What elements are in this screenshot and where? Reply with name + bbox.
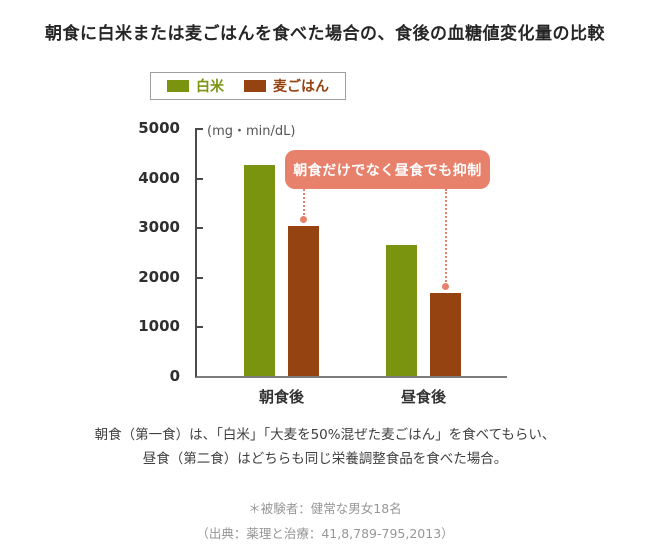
annotation-connector-line: [302, 189, 305, 219]
legend-label-barley-rice: 麦ごはん: [273, 79, 329, 95]
y-tick-label: 5000: [138, 119, 180, 137]
legend: 白米 麦ごはん: [150, 72, 346, 100]
white-rice-swatch-icon: [167, 80, 189, 92]
citation: ＊被験者：健常な男女18名 （出典：薬理と治療：41,8,789-795,201…: [0, 496, 650, 546]
y-tick-mark: [197, 326, 203, 329]
footnote-line-2: 昼食（第二食）はどちらも同じ栄養調整食品を食べた場合。: [142, 451, 508, 467]
chart-title: 朝食に白米または麦ごはんを食べた場合の、食後の血糖値変化量の比較: [45, 24, 605, 44]
y-tick-label: 0: [169, 367, 180, 385]
y-tick-mark: [197, 128, 203, 130]
annotation-bubble: 朝食だけでなく昼食でも抑制: [285, 150, 490, 189]
y-tick-label: 2000: [138, 267, 180, 286]
annotation-connector-dot: [300, 215, 307, 223]
annotation-connector-dot: [442, 282, 449, 290]
y-tick-mark: [197, 276, 203, 279]
x-category-label: 昼食後: [400, 388, 446, 406]
annotation-connector-line: [444, 189, 447, 286]
legend-label-white-rice: 白米: [196, 79, 224, 95]
bar-white-rice-breakfast: [244, 165, 275, 376]
bar-barley-rice-lunch: [430, 292, 461, 376]
bar-white-rice-lunch: [386, 244, 417, 376]
barley-rice-swatch-icon: [244, 80, 266, 92]
y-tick-label: 1000: [138, 317, 180, 336]
y-tick-mark: [197, 227, 203, 230]
footnote: 朝食（第一食）は、「白米」「大麦を50%混ぜた麦ごはん」を食べてもらい、 昼食（…: [0, 423, 650, 471]
legend-item-barley-rice: 麦ごはん: [244, 76, 329, 96]
x-category-label: 朝食後: [258, 388, 304, 406]
legend-item-white-rice: 白米: [167, 76, 224, 96]
y-tick-label: 3000: [138, 218, 180, 237]
citation-source: （出典：薬理と治療：41,8,789-795,2013）: [196, 526, 454, 541]
y-tick-label: 4000: [138, 168, 180, 187]
footnote-line-1: 朝食（第一食）は、「白米」「大麦を50%混ぜた麦ごはん」を食べてもらい、: [94, 427, 556, 443]
y-axis-unit-label: (mg・min/dL): [207, 124, 296, 139]
plot-area: (mg・min/dL) 朝食だけでなく昼食でも抑制 0 1000 2000 3000 4…: [138, 119, 507, 406]
y-tick-mark: [197, 177, 203, 180]
bar-barley-rice-breakfast: [288, 225, 319, 376]
citation-subjects: ＊被験者：健常な男女18名: [248, 501, 402, 516]
